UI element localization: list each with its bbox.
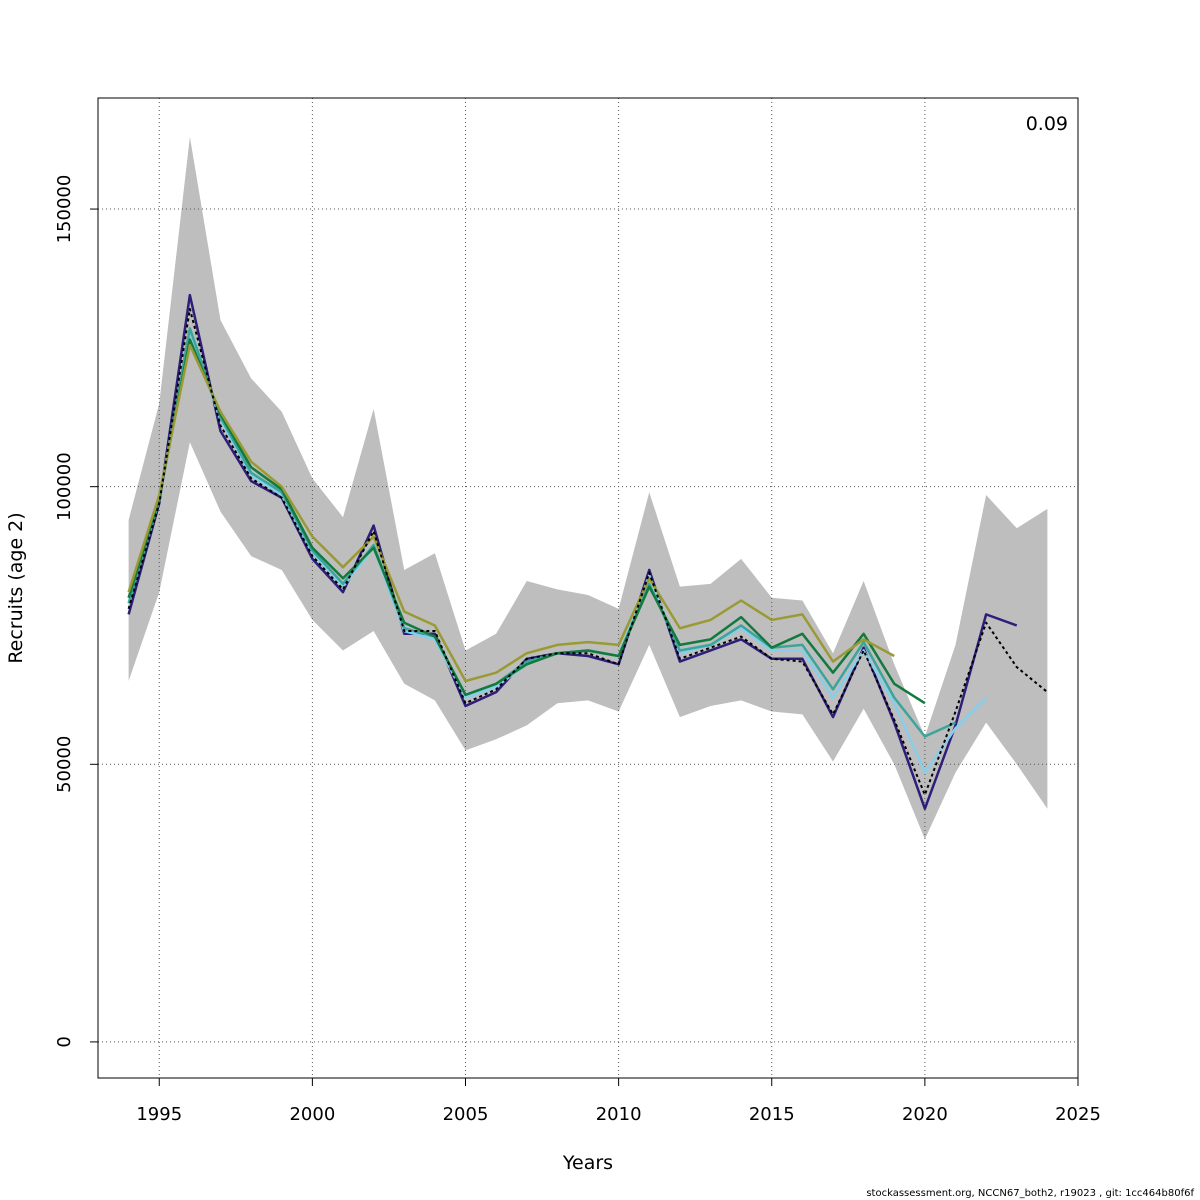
plot-frame bbox=[97, 97, 1079, 1079]
series-line-6 bbox=[127, 343, 895, 683]
x-tick-label: 2015 bbox=[749, 1104, 795, 1125]
x-axis-title: Years bbox=[562, 1152, 613, 1174]
y-axis-title: Recruits (age 2) bbox=[5, 512, 27, 663]
y-tick-label: 100000 bbox=[54, 452, 75, 521]
y-tick-label: 0 bbox=[54, 1036, 75, 1047]
footer-source-note: stockassessment.org, NCCN67_both2, r1902… bbox=[866, 1188, 1194, 1199]
y-tick-label: 50000 bbox=[54, 736, 75, 793]
x-tick-label: 2025 bbox=[1055, 1104, 1101, 1125]
y-tick-label: 150000 bbox=[54, 175, 75, 244]
y-axis: 0 50000 100000 150000 bbox=[54, 175, 99, 1048]
series-line-1 bbox=[127, 307, 1049, 796]
gridlines bbox=[98, 98, 1079, 1078]
series-line-5 bbox=[127, 338, 926, 705]
confidence-band bbox=[128, 136, 1048, 840]
series-line-4 bbox=[127, 327, 957, 738]
x-tick-label: 2000 bbox=[289, 1104, 335, 1125]
x-axis: 1995 2000 2005 2010 2015 2020 2025 bbox=[136, 1077, 1101, 1125]
mohns-rho-annotation: 0.09 bbox=[1026, 113, 1068, 135]
x-tick-label: 1995 bbox=[136, 1104, 182, 1125]
confidence-band-layer bbox=[128, 136, 1048, 840]
series-lines bbox=[127, 293, 1049, 810]
x-tick-label: 2020 bbox=[902, 1104, 948, 1125]
x-tick-label: 2005 bbox=[443, 1104, 489, 1125]
x-tick-label: 2010 bbox=[596, 1104, 642, 1125]
